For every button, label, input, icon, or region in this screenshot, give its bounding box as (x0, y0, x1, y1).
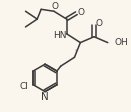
Text: HN: HN (53, 31, 67, 40)
Text: O: O (95, 19, 102, 28)
Text: ,,: ,, (74, 44, 79, 51)
Text: OH: OH (115, 38, 128, 47)
Text: Cl: Cl (20, 82, 29, 91)
Text: O: O (78, 8, 85, 17)
Text: N: N (41, 93, 49, 102)
Text: O: O (51, 2, 58, 11)
